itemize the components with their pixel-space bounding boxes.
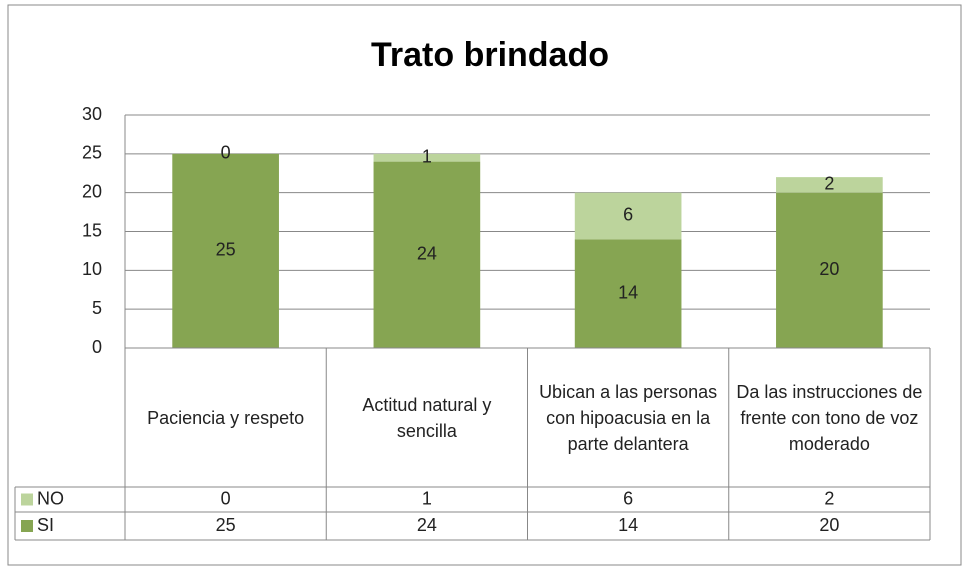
category-label: Actitud natural y sencilla: [362, 394, 492, 441]
legend-key: [21, 520, 33, 532]
y-tick-label: 15: [82, 220, 102, 240]
bar-segment: [776, 177, 883, 193]
y-tick-label: 30: [82, 104, 102, 124]
data-label: 14: [618, 282, 638, 302]
table-value: 20: [819, 515, 839, 535]
category-label: Ubican a las personas con hipoacusia en …: [539, 381, 718, 454]
legend-label: SI: [37, 515, 54, 535]
legend-label: NO: [37, 488, 64, 508]
y-tick-label: 10: [82, 259, 102, 279]
table-value: 14: [618, 515, 638, 535]
y-tick-label: 5: [92, 298, 102, 318]
data-label: 1: [422, 146, 432, 166]
table-value: 1: [422, 488, 432, 508]
bar-segment: [373, 161, 481, 348]
bar-segment: [776, 192, 883, 348]
y-tick-label: 0: [92, 337, 102, 357]
data-label: 2: [824, 174, 834, 194]
table-value: 0: [221, 488, 231, 508]
category-label: Paciencia y respeto: [147, 407, 305, 428]
bar-segment: [172, 153, 279, 348]
y-tick-label: 20: [82, 181, 102, 201]
table-value: 25: [216, 515, 236, 535]
table-value: 6: [623, 488, 633, 508]
data-label: 25: [216, 240, 236, 260]
data-label: 6: [623, 205, 633, 225]
data-label: 24: [417, 244, 437, 264]
bar-segment: [574, 239, 682, 348]
table-value: 2: [824, 488, 834, 508]
chart-title: Trato brindado: [371, 36, 609, 74]
bar-segment: [373, 153, 481, 162]
data-label: 0: [221, 143, 231, 163]
data-label: 20: [819, 259, 839, 279]
y-tick-label: 25: [82, 143, 102, 163]
legend-key: [21, 493, 33, 506]
table-value: 24: [417, 515, 437, 535]
bar-segment: [574, 192, 682, 240]
category-label: Da las instrucciones de frente con tono …: [736, 381, 923, 454]
